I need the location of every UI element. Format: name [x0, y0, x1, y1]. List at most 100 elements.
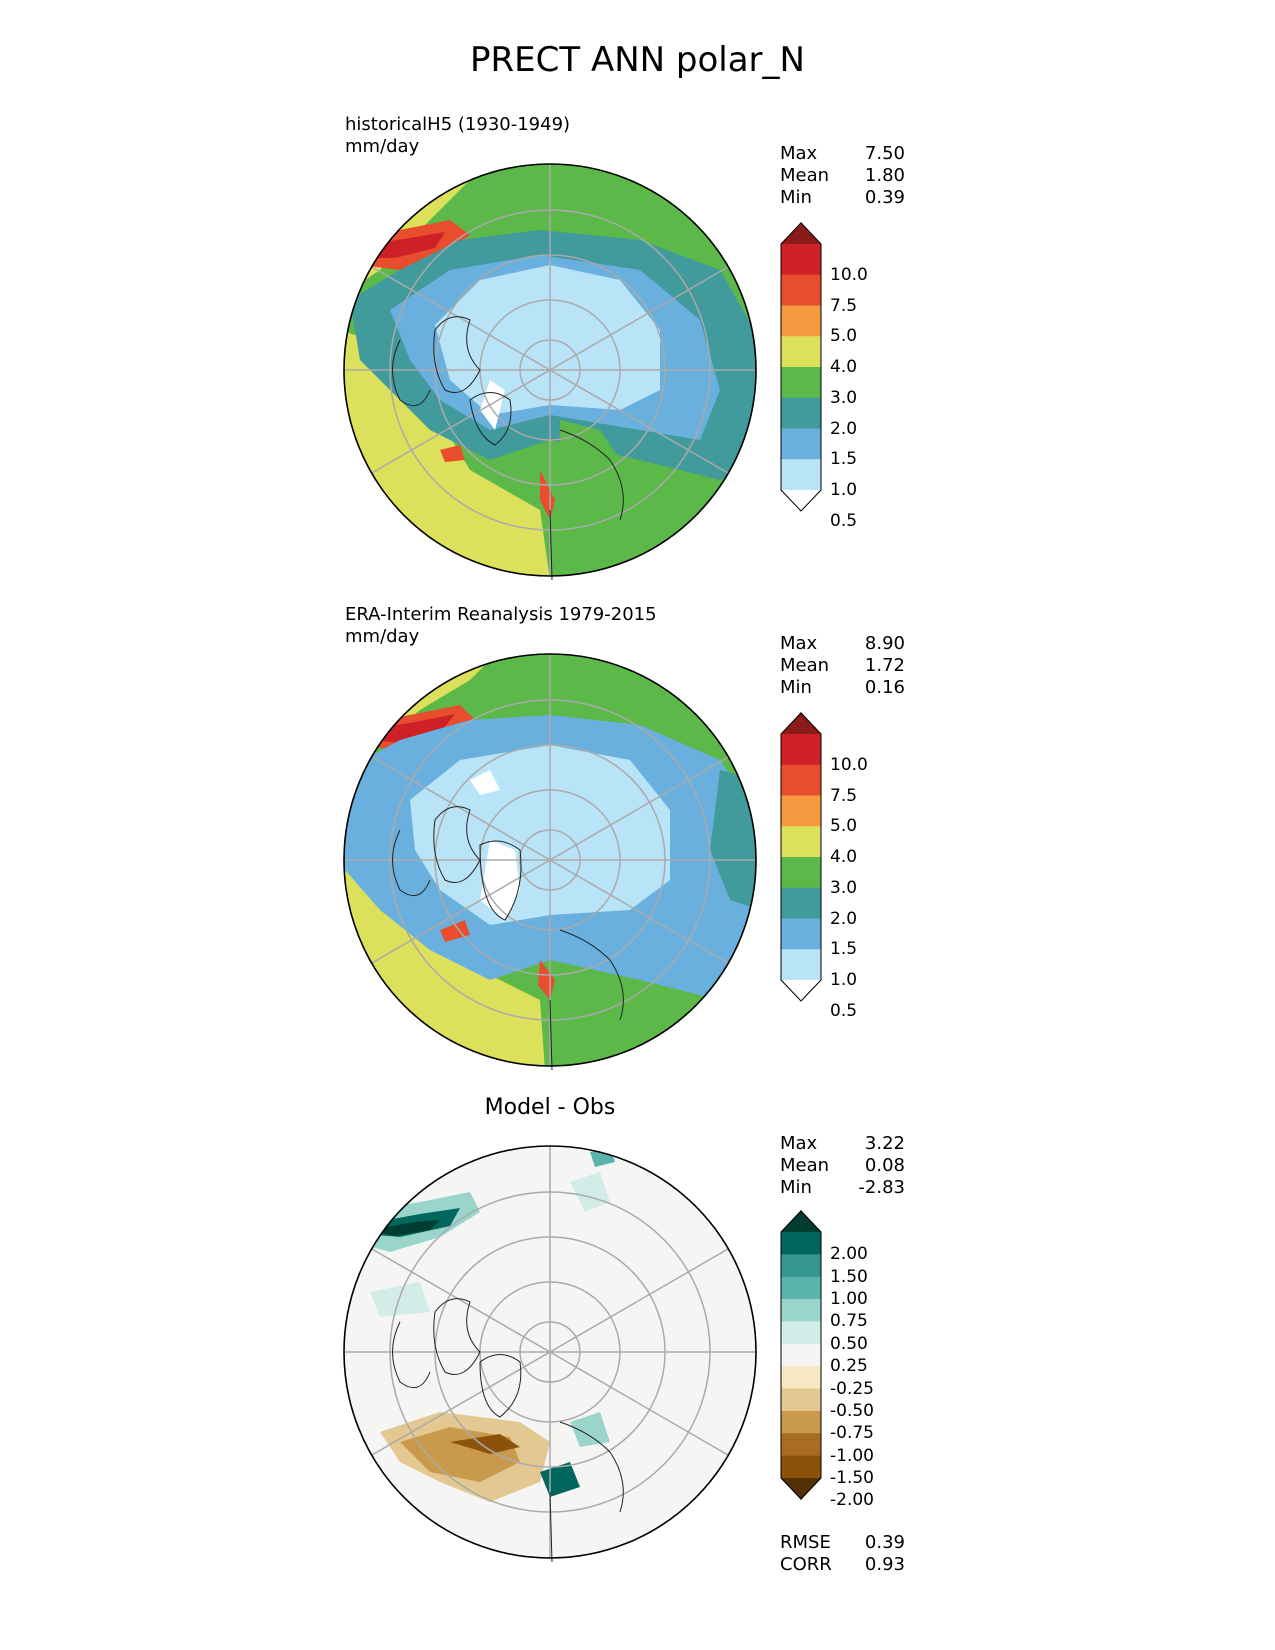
panel-3-polar-map — [343, 1145, 757, 1562]
panel-1-stat-mean-value: 1.80 — [864, 165, 905, 186]
panel-1-colorbar-tick-label: 5.0 — [830, 326, 858, 347]
panel-2-colorbar-tick-label: 4.0 — [830, 847, 858, 867]
panel-3-corr-value: 0.93 — [864, 1554, 905, 1575]
panel-1-colorbar-tick-label: 7.5 — [830, 295, 858, 316]
panel-3-colorbar-segment — [781, 1299, 821, 1322]
panel-3-stat-min-label: Min — [780, 1177, 812, 1198]
panel-2-coastlines — [392, 806, 624, 1070]
panel-1-colorbar-tick-label: 2.0 — [830, 418, 858, 439]
panel-3-colorbar-segment — [781, 1276, 821, 1300]
panel-1-title: historicalH5 (1930-1949) mm/day — [345, 114, 570, 158]
panel-1-stat-min-value: 0.39 — [864, 187, 905, 208]
panel-2-field-white-spot — [470, 770, 500, 795]
panel-1-colorbar-segment — [781, 274, 821, 306]
panel-1-stat-max-label: Max — [780, 143, 818, 164]
panel-3-colorbar-tick-label: -1.50 — [830, 1468, 874, 1488]
panel-3-colorbar-tick-label: -0.25 — [830, 1378, 874, 1399]
panel-2-colorbar-segment — [781, 826, 821, 858]
panel-3-colorbar-segment — [781, 1321, 821, 1345]
panel-2-colorbar-segment — [781, 918, 821, 950]
panel-1-coastlines — [392, 316, 624, 580]
panel-3-stat-max-label: Max — [780, 1133, 818, 1154]
panel-3-map-boundary — [343, 1145, 757, 1559]
panel-1-title-line1: historicalH5 (1930-1949) — [345, 114, 571, 135]
panel-1-graticule — [344, 164, 756, 576]
panel-2-colorbar-segment — [781, 887, 821, 919]
panel-3-field-darkest-teal — [370, 1220, 440, 1236]
panel-3-stat-max-value: 3.22 — [864, 1133, 905, 1154]
panel-2-map-boundary — [343, 653, 757, 1067]
figure-title: PRECT ANN polar_N — [470, 40, 805, 80]
panel-2-graticule — [344, 654, 756, 1066]
panel-3-coastlines — [392, 1298, 624, 1562]
panel-1-stats: Max 7.50 Mean 1.80 Min 0.39 — [780, 143, 905, 209]
panel-2-stat-max-label: Max — [780, 633, 818, 654]
panel-2-colorbar-tick-label: 7.5 — [830, 785, 858, 806]
panel-2-colorbar-outline — [780, 712, 822, 1002]
panel-2-colorbar-labels: 10.0 7.5 5.0 4.0 3.0 2.0 1.5 1.0 0.5 — [830, 712, 890, 1021]
panel-3-colorbar-labels: 2.00 1.50 1.00 0.75 0.50 0.25 -0.25 -0.50 -0.75-… — [830, 1210, 890, 1510]
panel-2-colorbar-segment — [781, 764, 821, 796]
panel-3-colorbar-segment — [781, 1366, 821, 1390]
panel-1-field-red-band — [365, 232, 445, 258]
panel-3-colorbar-segment — [781, 1232, 821, 1255]
panel-2-colorbar-segment — [781, 949, 821, 981]
panel-3-metrics: RMSE 0.39 CORR 0.93 — [780, 1532, 905, 1576]
panel-3-colorbar-segment — [781, 1433, 821, 1457]
panel-3-colorbar-outline — [780, 1210, 822, 1500]
panel-1-colorbar-tick-label: 3.0 — [830, 387, 858, 408]
panel-1-colorbar-tick-label: 1.5 — [830, 449, 858, 470]
panel-1-colorbar-segment — [781, 305, 821, 337]
panel-1-field-green-npac — [560, 420, 630, 520]
panel-3-colorbar-tick-label: -0.50 — [830, 1400, 874, 1421]
panel-1-colorbar-outline — [780, 222, 822, 512]
panel-1-field-orange-spot-2 — [440, 445, 465, 462]
panel-2-units: mm/day — [345, 626, 420, 647]
panel-3-field-dark-brown — [450, 1434, 520, 1454]
panel-3-colorbar-tick-label: -1.00 — [830, 1445, 874, 1466]
panel-3-title: Model - Obs — [484, 1095, 616, 1120]
panel-2-stats: Max 8.90 Mean 1.72 Min 0.16 — [780, 633, 905, 699]
panel-3-colorbar-tick-label: 1.00 — [830, 1289, 868, 1310]
panel-2-stat-mean-label: Mean — [780, 655, 830, 676]
panel-1-units: mm/day — [345, 136, 420, 157]
panel-1-colorbar-tick-label: 1.0 — [830, 480, 858, 500]
panel-2-field-lightblue — [410, 745, 670, 925]
panel-3-colorbar-segment — [781, 1455, 821, 1479]
panel-2-colorbar-tick-label: 5.0 — [830, 816, 858, 837]
panel-1-stat-max-value: 7.50 — [864, 143, 905, 164]
panel-1-polar-map — [343, 163, 757, 580]
panel-3-colorbar-tick-label: -2.00 — [830, 1490, 874, 1511]
panel-3-corr-label: CORR — [780, 1554, 832, 1575]
panel-3-stats: Max 3.22 Mean 0.08 Min -2.83 — [780, 1133, 905, 1199]
panel-2-colorbar-tick-label: 2.0 — [830, 908, 858, 929]
panel-1-colorbar-extend-bottom — [781, 490, 821, 512]
panel-2-stat-mean-value: 1.72 — [864, 655, 905, 676]
panel-3-colorbar-segment — [781, 1410, 821, 1434]
panel-2-colorbar-tick-label: 1.0 — [830, 970, 858, 990]
panel-1-colorbar-segment — [781, 244, 821, 276]
panel-2-colorbar-segment — [781, 857, 821, 889]
panel-2-colorbar-tick-label: 1.5 — [830, 939, 858, 960]
panel-1-field-orange-spot — [540, 470, 555, 520]
panel-3-colorbar-tick-label: -0.75 — [830, 1423, 874, 1444]
panel-3-rmse-label: RMSE — [780, 1532, 831, 1553]
panel-2-colorbar-segment — [781, 795, 821, 827]
panel-3-graticule — [344, 1146, 756, 1558]
panel-3-stat-min-value: -2.83 — [858, 1177, 905, 1198]
panel-2-stat-max-value: 8.90 — [864, 633, 905, 654]
panel-1-colorbar-labels: 10.0 7.5 5.0 4.0 3.0 2.0 1.5 1.0 0.5 — [830, 222, 890, 531]
panel-2-colorbar-tick-label: 10.0 — [830, 754, 868, 775]
panel-1-colorbar-segment — [781, 397, 821, 429]
panel-2-title: ERA-Interim Reanalysis 1979-2015 mm/day — [345, 604, 657, 648]
panel-1-colorbar — [780, 222, 822, 512]
panel-1-colorbar-extend-top — [781, 222, 821, 244]
panel-2-colorbar-tick-label: 3.0 — [830, 877, 858, 898]
panel-1-stat-mean-label: Mean — [780, 165, 830, 186]
panel-2-colorbar-segment — [781, 734, 821, 766]
panel-3-colorbar-segment — [781, 1388, 821, 1412]
panel-3-field-lightteal-n — [570, 1172, 610, 1212]
panel-3-colorbar-tick-label: 0.25 — [830, 1356, 868, 1377]
panel-1-colorbar-segment — [781, 336, 821, 368]
panel-2-polar-map — [343, 653, 757, 1070]
